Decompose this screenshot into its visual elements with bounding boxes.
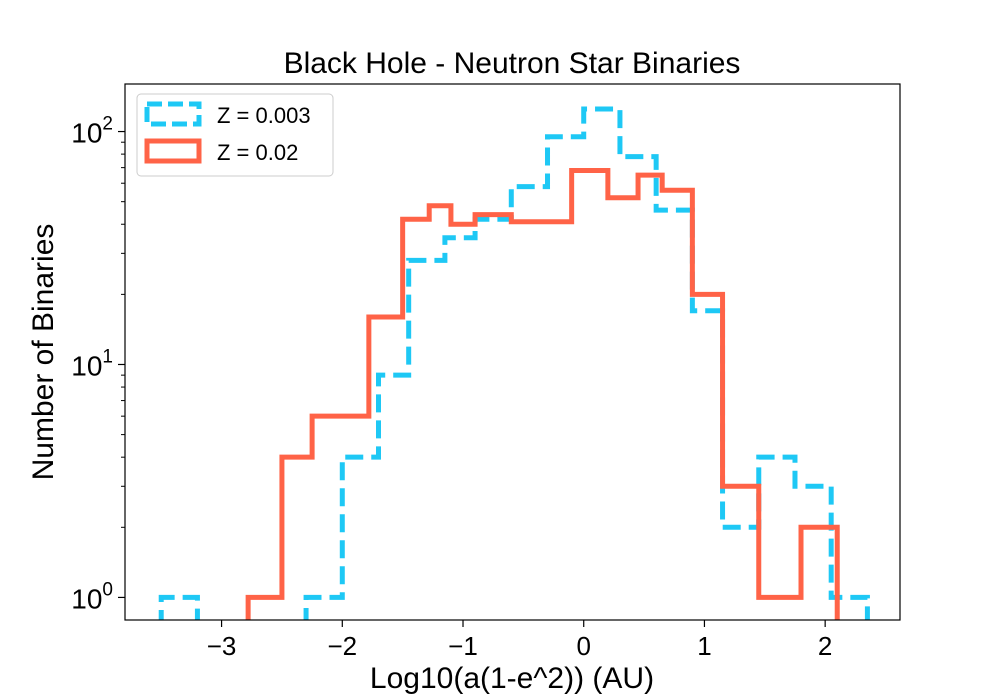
legend: Z = 0.003 Z = 0.02 bbox=[136, 93, 334, 177]
x-tick-label: −1 bbox=[448, 631, 478, 661]
legend-label-z002: Z = 0.02 bbox=[217, 140, 298, 165]
y-axis-ticks: 100 101 102 bbox=[71, 114, 125, 614]
y-tick-label: 101 bbox=[71, 346, 113, 381]
series-0-step-line bbox=[158, 106, 870, 620]
x-tick-label: 1 bbox=[697, 631, 711, 661]
series-layer bbox=[158, 106, 870, 620]
chart-title: Black Hole - Neutron Star Binaries bbox=[284, 47, 741, 80]
legend-swatch-z002 bbox=[144, 138, 202, 164]
series-1-step-line bbox=[245, 168, 840, 620]
y-tick-label: 102 bbox=[71, 114, 113, 149]
y-axis-label: Number of Binaries bbox=[27, 224, 60, 481]
x-axis-label: Log10(a(1-e^2)) (AU) bbox=[370, 662, 654, 695]
legend-box bbox=[136, 93, 334, 177]
x-axis-ticks: −3 −2 −1 0 1 2 bbox=[207, 620, 832, 661]
legend-label-z0003: Z = 0.003 bbox=[217, 103, 311, 128]
x-tick-label: 2 bbox=[818, 631, 832, 661]
x-tick-label: −3 bbox=[207, 631, 237, 661]
plot-frame bbox=[124, 83, 901, 621]
x-tick-label: −2 bbox=[327, 631, 357, 661]
legend-swatch-z0003 bbox=[144, 101, 202, 127]
y-tick-label: 100 bbox=[71, 579, 113, 614]
x-tick-label: 0 bbox=[576, 631, 590, 661]
